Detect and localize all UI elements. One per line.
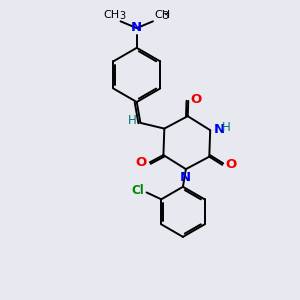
Text: N: N xyxy=(131,21,142,34)
Text: CH: CH xyxy=(103,10,119,20)
Text: Cl: Cl xyxy=(131,184,144,197)
Text: 3: 3 xyxy=(162,11,169,21)
Text: 3: 3 xyxy=(120,11,126,21)
Text: H: H xyxy=(128,114,136,127)
Text: N: N xyxy=(214,123,225,136)
Text: O: O xyxy=(190,93,201,106)
Text: O: O xyxy=(225,158,236,171)
Text: N: N xyxy=(180,172,191,184)
Text: CH: CH xyxy=(154,10,170,20)
Text: O: O xyxy=(136,156,147,170)
Text: H: H xyxy=(222,121,231,134)
